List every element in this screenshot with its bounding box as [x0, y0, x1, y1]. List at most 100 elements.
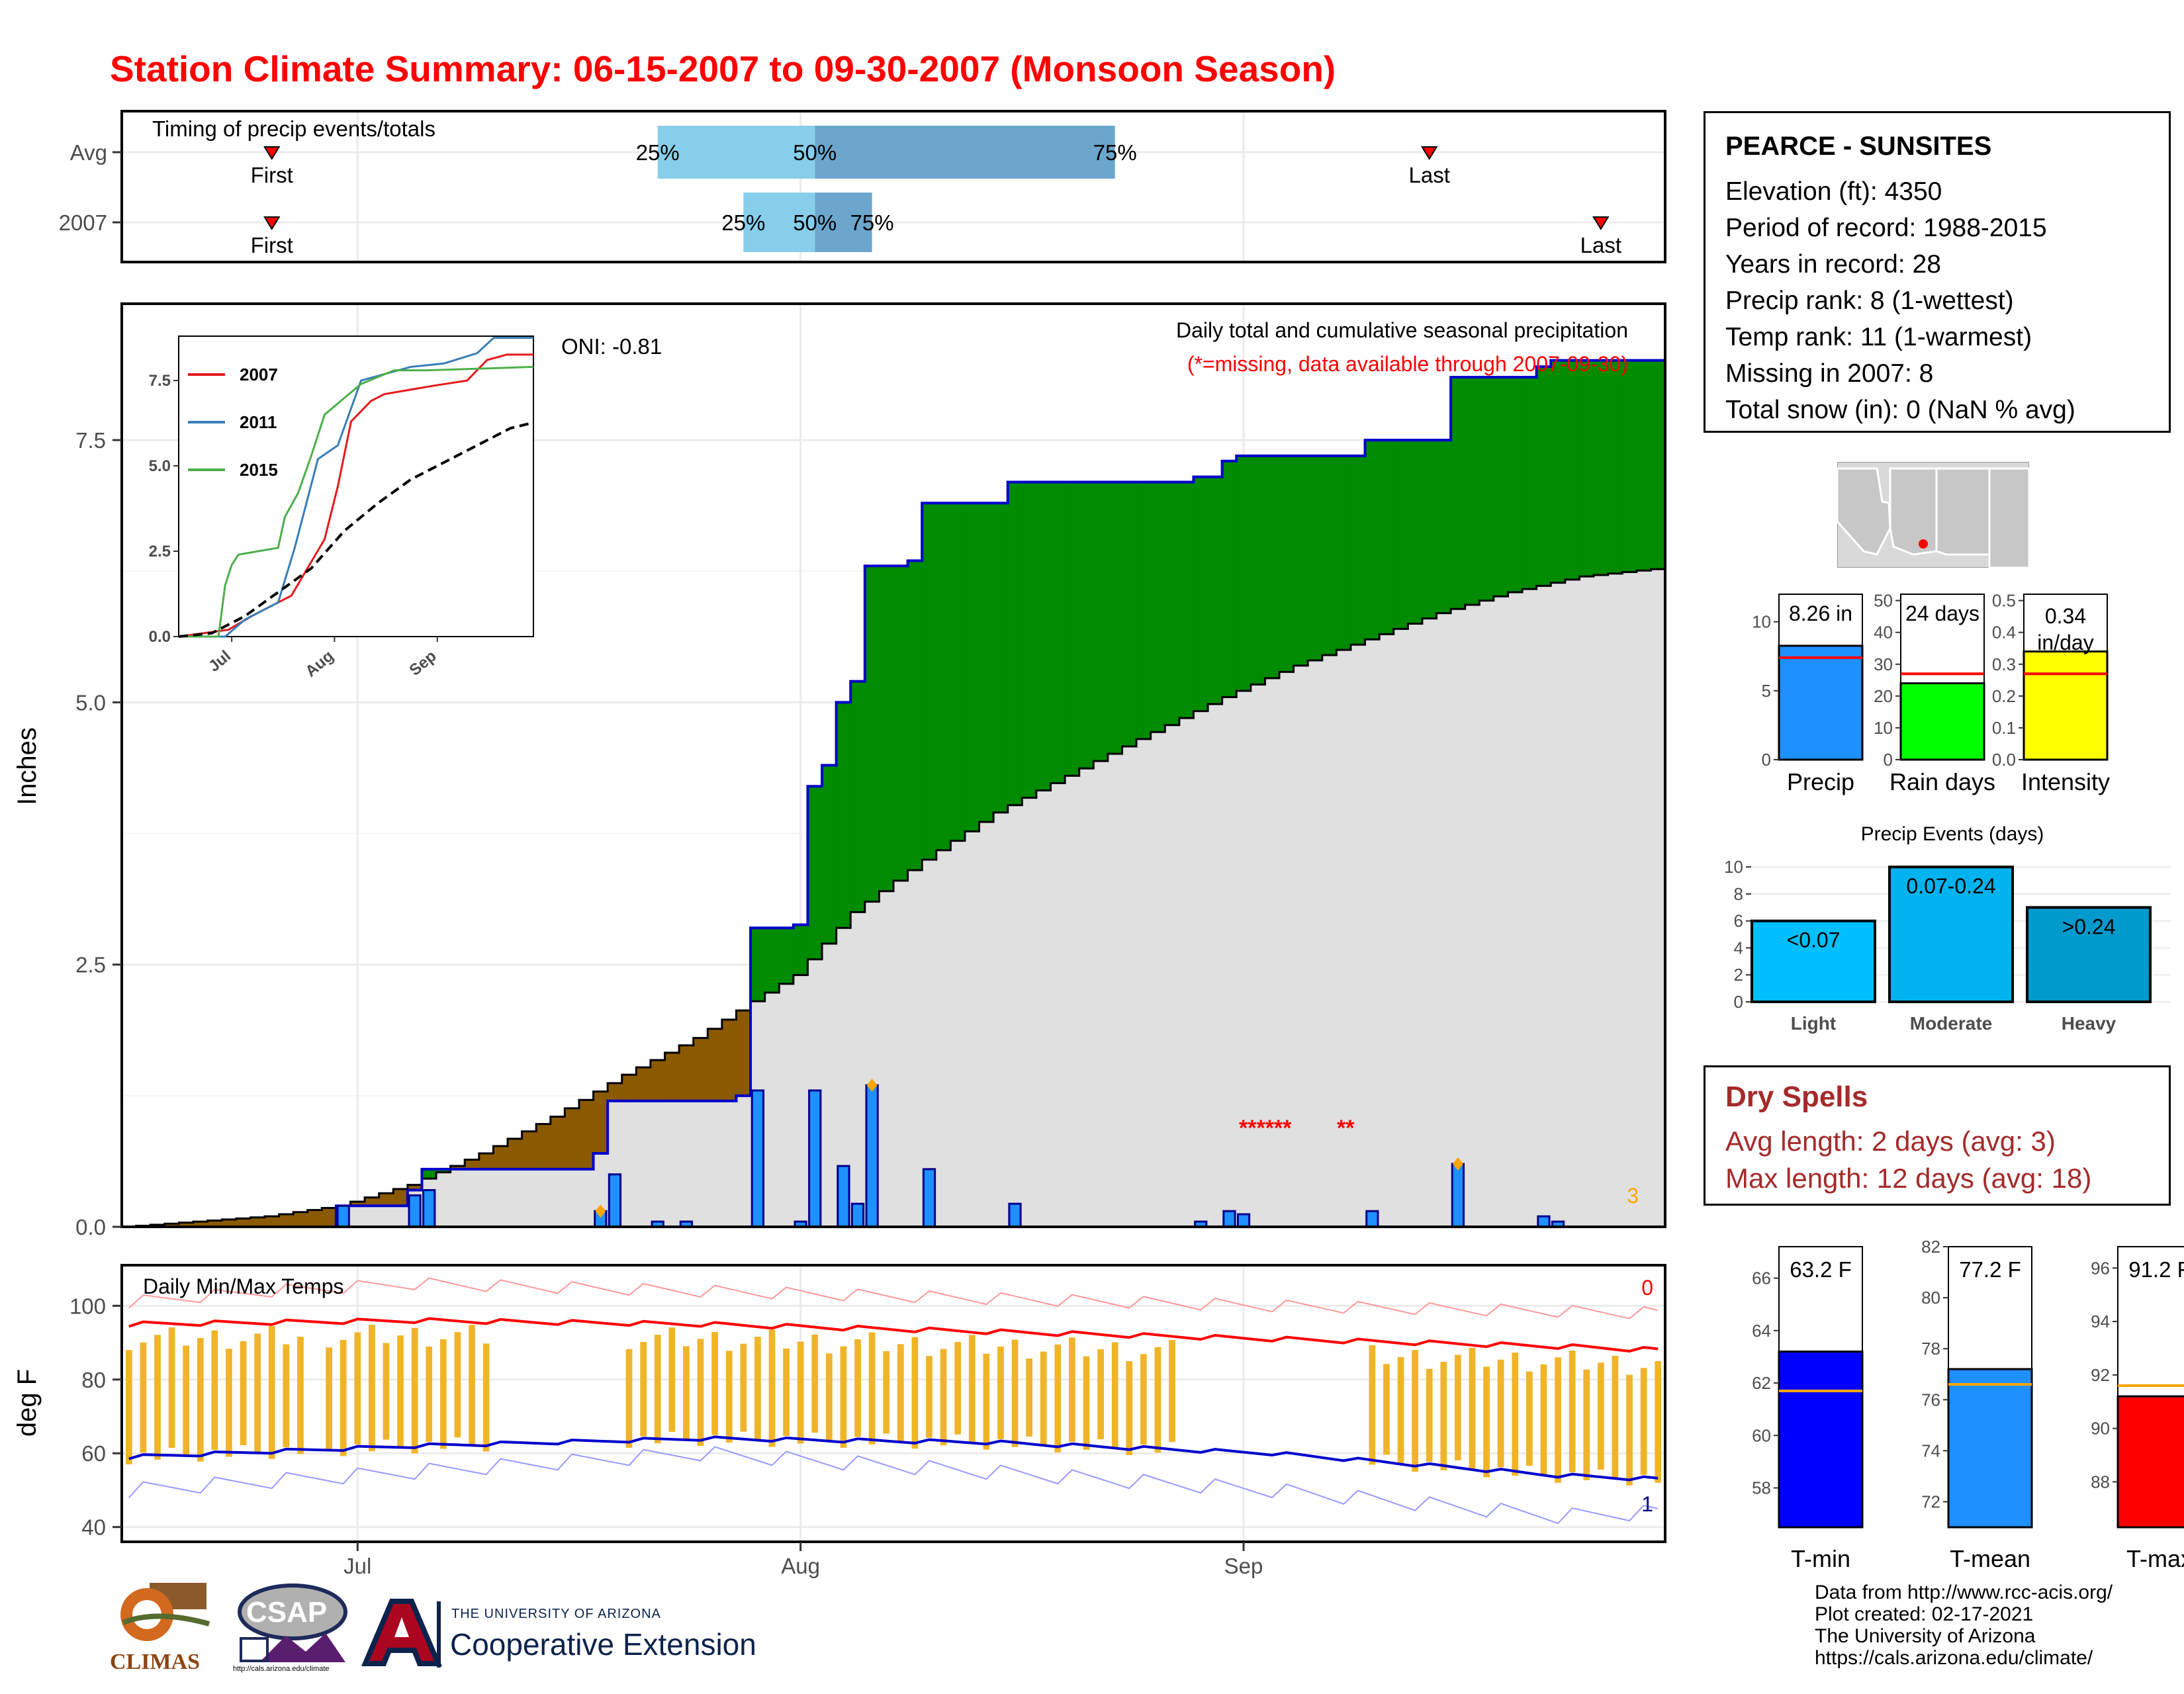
- deficit-fill: [293, 1212, 308, 1227]
- daily-temp-range-bar: [811, 1334, 819, 1433]
- daily-temp-range-bar: [226, 1349, 232, 1457]
- temp-summary-value: 91.2 F: [2128, 1257, 2184, 1282]
- deficit-fill: [565, 1108, 580, 1169]
- summary-bar-value: 8.26 in: [1789, 602, 1852, 625]
- surplus-fill: [1336, 455, 1351, 650]
- deficit-fill: [578, 1100, 594, 1169]
- daily-precip-bar: [1537, 1215, 1551, 1228]
- daily-temp-range-bar: [825, 1353, 833, 1441]
- timing-pct-label: 75%: [1093, 140, 1137, 165]
- daily-temp-range-bar: [369, 1325, 375, 1452]
- daily-temp-range-bar: [469, 1325, 475, 1445]
- extreme-precip-marker: [595, 1204, 606, 1218]
- daily-precip-bar: [336, 1204, 350, 1228]
- oni-label: ONI: -0.81: [561, 334, 662, 359]
- temp-summary-tick-label: 58: [1752, 1478, 1771, 1498]
- daily-temp-range-bar: [297, 1337, 304, 1454]
- map-arizona: [1889, 467, 1938, 556]
- station-location-dot: [1919, 539, 1928, 549]
- inset-legend-label: 2011: [240, 412, 277, 432]
- station-info-box: PEARCE - SUNSITES Elevation (ft): 4350 P…: [1704, 111, 2171, 433]
- daily-temp-range-bar: [125, 1350, 132, 1464]
- daily-temp-range-bar: [240, 1341, 247, 1445]
- daily-temp-range-bar: [1140, 1354, 1147, 1445]
- daily-temp-range-bar: [1540, 1364, 1547, 1475]
- daily-temp-range-bar: [854, 1339, 861, 1437]
- temp-bg: [122, 1265, 1665, 1542]
- daily-temp-range-bar: [411, 1327, 418, 1454]
- station-temp-rank: Temp rank: 11 (1-warmest): [1725, 323, 2032, 351]
- surplus-fill: [836, 702, 851, 928]
- credit-data-source: Data from http://www.rcc-acis.org/: [1815, 1582, 2113, 1603]
- daily-temp-range-bar: [711, 1331, 718, 1435]
- daily-temp-range-bar: [426, 1346, 433, 1442]
- deficit-fill: [693, 1038, 708, 1101]
- precip-caption: Daily total and cumulative seasonal prec…: [1176, 318, 1628, 342]
- surplus-fill: [1408, 440, 1423, 624]
- ua-line1: THE UNIVERSITY OF ARIZONA: [451, 1607, 661, 1621]
- events-bar-label: 0.07-0.24: [1906, 874, 1995, 898]
- daily-temp-range-bar: [954, 1341, 962, 1435]
- surplus-fill: [893, 566, 909, 881]
- daily-temp-range-bar: [1555, 1357, 1561, 1483]
- daily-temp-range-bar: [1054, 1344, 1062, 1452]
- daily-temp-range-bar: [754, 1337, 761, 1440]
- daily-temp-range-bar: [326, 1347, 332, 1450]
- xtick-label: Jul: [343, 1554, 371, 1578]
- dry-spells-avg: Avg length: 2 days (avg: 3): [1725, 1126, 2056, 1157]
- daily-temp-range-bar: [1497, 1359, 1504, 1468]
- deficit-fill: [379, 1193, 394, 1206]
- daily-precip-bar: [850, 1202, 865, 1228]
- temp-count-max: 0: [1641, 1276, 1653, 1300]
- record-max-line: [128, 1277, 1659, 1319]
- inset-ytick-label: 2.5: [149, 543, 171, 560]
- temp-ytick-label: 40: [81, 1515, 106, 1540]
- precip-ytick-label: 5.0: [75, 690, 106, 715]
- daily-precip-bar: [408, 1194, 422, 1228]
- daily-temp-range-bar: [1412, 1350, 1418, 1472]
- temp-summary-tick-label: 60: [1752, 1425, 1771, 1445]
- station-period: Period of record: 1988-2015: [1725, 214, 2047, 242]
- timing-row-label: Avg: [70, 140, 107, 165]
- inset-line-avg: [178, 421, 534, 638]
- surplus-fill: [1451, 377, 1466, 609]
- extreme-precip-marker: [866, 1078, 878, 1092]
- temp-summary-tick-label: 74: [1921, 1441, 1940, 1460]
- daily-temp-range-bar: [154, 1335, 161, 1460]
- timing-label: Timing of precip events/totals: [152, 116, 435, 141]
- summary-bar: [1899, 682, 1985, 761]
- temp-summary-tick-label: 72: [1921, 1492, 1940, 1511]
- surplus-fill: [1065, 482, 1080, 776]
- daily-temp-range-bar: [254, 1333, 261, 1452]
- surplus-fill: [1107, 482, 1123, 754]
- summary-bar-tick-label: 0.2: [1992, 686, 2016, 706]
- temp-summary-tick-label: 94: [2091, 1312, 2110, 1331]
- daily-temp-range-bar: [1469, 1347, 1476, 1469]
- surplus-fill: [850, 681, 866, 913]
- avg-cumulative-line: [122, 568, 1665, 1228]
- surplus-fill: [1179, 482, 1195, 719]
- station-precip-rank: Precip rank: 8 (1-wettest): [1725, 287, 2014, 315]
- temp-summary-label: T-max: [2126, 1545, 2184, 1572]
- surplus-fill: [1193, 476, 1208, 711]
- station-years: Years in record: 28: [1725, 250, 1941, 279]
- daily-precip-bar: [837, 1165, 850, 1228]
- deficit-fill: [493, 1145, 508, 1169]
- daily-temp-range-bar: [740, 1343, 747, 1432]
- deficit-fill: [679, 1045, 694, 1101]
- surplus-fill: [822, 765, 837, 944]
- daily-temp-range-bar: [439, 1339, 447, 1449]
- daily-temp-range-bar: [783, 1348, 790, 1437]
- daily-precip-bar: [1236, 1213, 1251, 1228]
- deficit-fill: [707, 1028, 723, 1101]
- summary-bar-tick-label: 20: [1874, 686, 1893, 706]
- daily-temp-range-bar: [625, 1349, 633, 1448]
- surplus-fill: [1093, 482, 1109, 762]
- daily-temp-range-bar: [383, 1343, 390, 1440]
- temp-summary-tick-label: 92: [2091, 1365, 2110, 1385]
- daily-temp-range-bar: [1369, 1345, 1376, 1465]
- timing-pct-label: 50%: [793, 210, 837, 235]
- daily-temp-range-bar: [168, 1327, 175, 1449]
- temp-summary-bar: [1778, 1351, 1864, 1529]
- precip-ylabel: Inches: [13, 727, 42, 805]
